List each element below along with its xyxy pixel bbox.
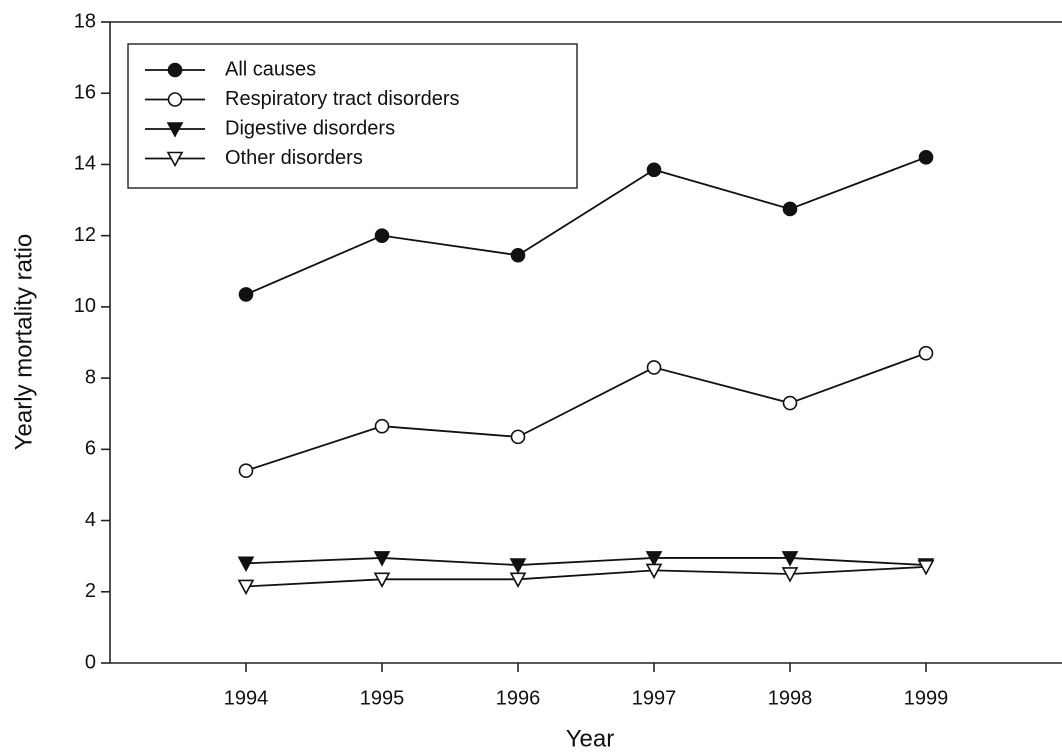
legend-label: Respiratory tract disorders — [225, 88, 460, 110]
legend-box — [127, 43, 578, 189]
plot-frame — [109, 21, 1062, 664]
marker — [166, 122, 184, 138]
marker — [167, 62, 183, 78]
marker — [166, 151, 184, 168]
marker — [646, 360, 662, 375]
series-line — [245, 352, 927, 472]
y-tick-label: 4 — [85, 509, 96, 531]
y-tick-label: 6 — [85, 438, 96, 460]
marker — [782, 201, 798, 217]
y-tick-label: 0 — [85, 651, 96, 673]
series-line — [245, 565, 927, 588]
marker — [510, 247, 526, 263]
legend-label: Other disorders — [225, 147, 363, 169]
legend-label: Digestive disorders — [225, 117, 395, 139]
y-tick-label: 12 — [74, 224, 96, 246]
marker — [167, 92, 183, 107]
marker — [645, 563, 663, 580]
marker — [781, 567, 799, 583]
x-tick-label: 1998 — [768, 687, 813, 709]
y-tick-label: 16 — [74, 82, 96, 104]
marker — [237, 556, 255, 572]
marker — [646, 162, 662, 178]
marker — [917, 560, 935, 576]
marker — [373, 572, 391, 589]
marker — [374, 418, 390, 434]
y-tick-label: 2 — [85, 580, 96, 602]
marker — [238, 463, 254, 479]
y-tick-label: 18 — [74, 10, 96, 32]
marker — [918, 345, 934, 361]
marker — [509, 558, 527, 574]
series-line — [245, 557, 927, 566]
marker — [918, 150, 934, 165]
legend: All causes Respiratory tract disorders Dig… — [127, 43, 578, 189]
y-tick-label: 8 — [85, 366, 96, 388]
marker — [238, 287, 254, 302]
marker — [781, 551, 799, 567]
marker — [782, 395, 798, 411]
x-axis-label: Year — [566, 725, 615, 752]
marker — [237, 579, 255, 596]
series-line — [245, 156, 927, 296]
marker — [645, 551, 663, 567]
marker — [374, 228, 390, 243]
marker — [373, 551, 391, 567]
y-tick-label: 14 — [74, 153, 96, 175]
x-tick-label: 1999 — [904, 687, 949, 709]
x-tick-label: 1995 — [360, 687, 405, 709]
legend-label: All causes — [225, 58, 316, 80]
marker — [509, 572, 527, 589]
y-tick-label: 10 — [74, 295, 96, 317]
x-tick-label: 1996 — [496, 687, 541, 709]
marker — [510, 429, 526, 445]
y-axis-label: Yearly mortality ratio — [10, 234, 37, 451]
x-tick-label: 1997 — [632, 687, 677, 709]
x-tick-label: 1994 — [224, 687, 269, 709]
